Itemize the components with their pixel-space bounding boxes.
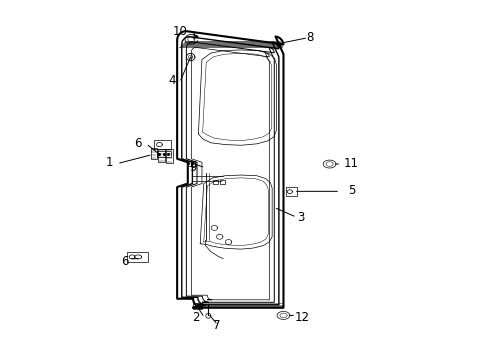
Text: 7: 7 bbox=[213, 319, 220, 332]
Text: 12: 12 bbox=[294, 311, 309, 324]
Text: 11: 11 bbox=[344, 157, 358, 170]
Bar bbox=[212, 180, 218, 184]
Text: 9: 9 bbox=[189, 161, 197, 174]
Bar bbox=[150, 148, 157, 159]
Text: 2: 2 bbox=[191, 311, 199, 324]
Text: 5: 5 bbox=[347, 184, 354, 197]
Text: 6: 6 bbox=[134, 137, 142, 150]
Bar bbox=[220, 180, 224, 184]
Bar bbox=[156, 150, 170, 157]
Text: 1: 1 bbox=[105, 156, 113, 169]
Text: 8: 8 bbox=[306, 31, 313, 44]
Bar bbox=[154, 140, 171, 149]
Text: 4: 4 bbox=[168, 73, 175, 86]
Bar bbox=[193, 303, 202, 309]
Text: 6: 6 bbox=[121, 255, 128, 268]
Bar bbox=[158, 149, 165, 162]
Bar bbox=[186, 161, 194, 166]
Bar bbox=[165, 149, 173, 163]
Text: 10: 10 bbox=[172, 25, 187, 39]
Text: 3: 3 bbox=[297, 211, 305, 224]
Bar bbox=[285, 187, 296, 196]
Bar bbox=[126, 252, 148, 262]
